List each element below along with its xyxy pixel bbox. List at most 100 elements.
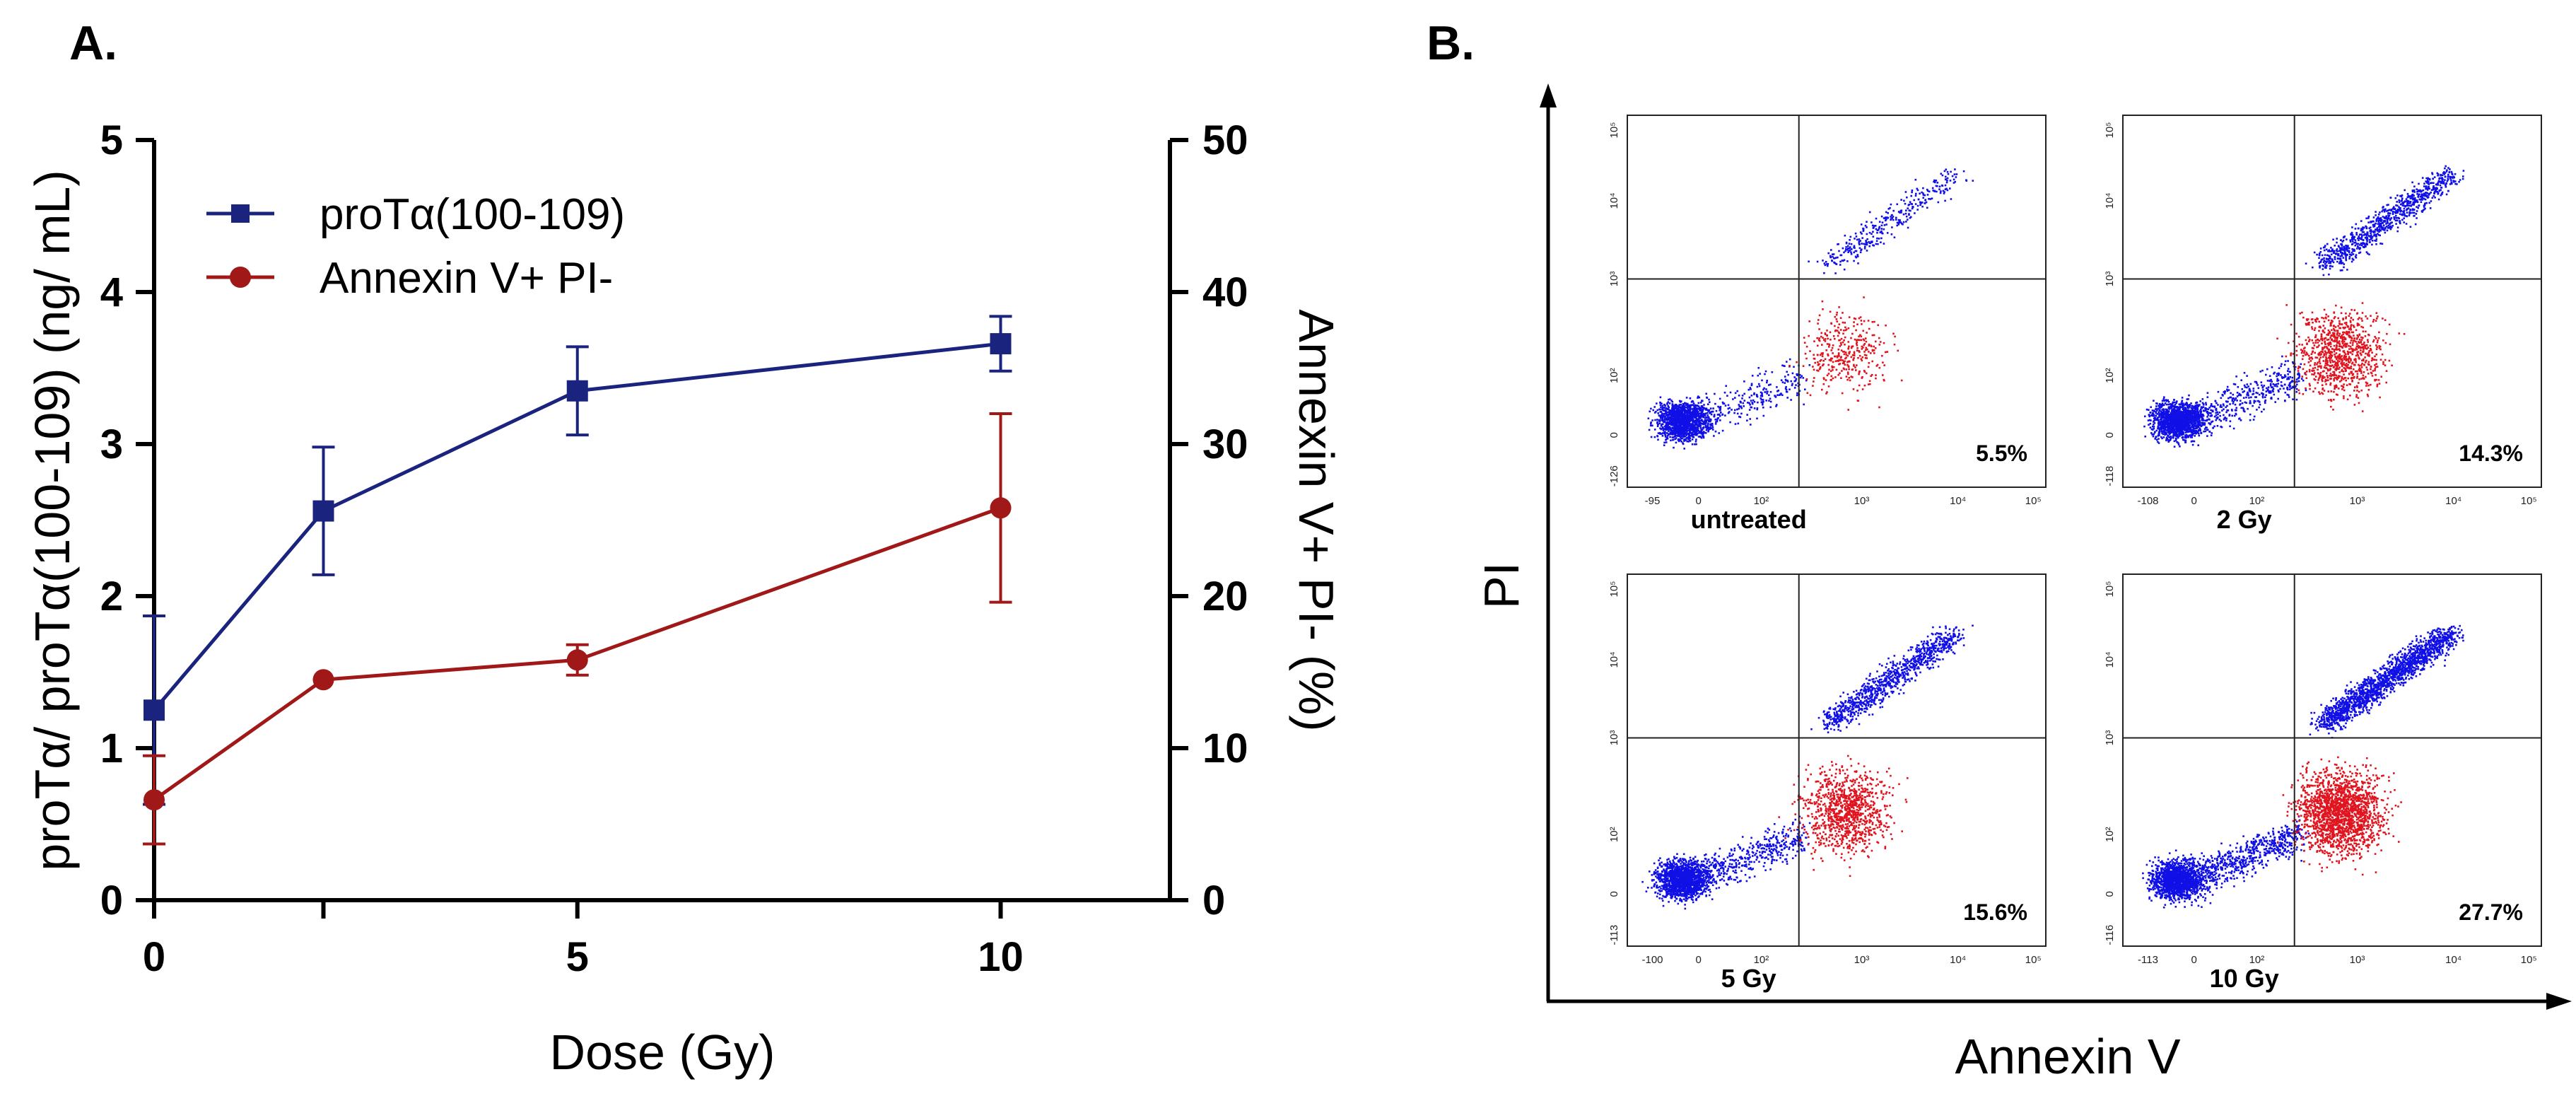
event-dot: [1859, 316, 1862, 318]
event-dot: [2302, 393, 2305, 395]
event-dot: [2191, 434, 2194, 436]
event-dot: [2167, 424, 2170, 426]
event-dot: [2337, 325, 2339, 327]
event-dot: [2355, 341, 2358, 343]
event-dot: [2229, 425, 2231, 428]
event-dot: [1905, 221, 1907, 223]
event-dot: [1671, 403, 1674, 405]
event-dot: [1665, 407, 1668, 410]
event-dot: [2152, 429, 2154, 431]
event-dot: [1702, 413, 1705, 415]
event-dot: [1673, 420, 1675, 422]
event-dot: [1839, 339, 1842, 342]
event-dot: [2288, 385, 2291, 388]
event-dot: [2360, 346, 2362, 349]
event-dot: [2144, 415, 2146, 418]
event-dot: [2182, 416, 2184, 419]
event-dot: [1873, 245, 1875, 247]
event-dot: [1830, 322, 1833, 325]
event-dot: [2165, 432, 2167, 434]
event-dot: [1847, 341, 1850, 343]
event-dot: [1674, 433, 1677, 436]
event-dot: [2331, 364, 2334, 366]
event-dot: [2290, 352, 2293, 354]
event-dot: [1853, 251, 1855, 254]
event-dot: [1667, 424, 1669, 426]
event-dot: [1704, 413, 1706, 416]
event-dot: [1953, 173, 1956, 175]
event-dot: [2239, 417, 2241, 419]
event-dot: [1928, 198, 1930, 200]
event-dot: [1840, 377, 1842, 379]
event-dot: [2187, 419, 2189, 421]
event-dot: [2265, 394, 2267, 397]
event-dot: [1706, 424, 1709, 426]
event-dot: [2232, 427, 2235, 430]
event-dot: [1673, 430, 1676, 432]
event-dot: [1908, 203, 1911, 206]
event-dot: [1856, 390, 1858, 392]
event-dot: [2176, 421, 2178, 423]
event-dot: [1844, 326, 1846, 329]
event-dot: [1781, 381, 1784, 383]
event-dot: [1891, 226, 1893, 228]
event-dot: [1721, 429, 1724, 432]
event-dot: [2170, 436, 2172, 438]
event-dot: [2158, 416, 2160, 419]
event-dot: [1760, 395, 1762, 397]
event-dot: [1671, 404, 1674, 407]
event-dot: [1785, 385, 1787, 388]
event-dot: [1769, 383, 1772, 386]
event-dot: [1678, 432, 1681, 435]
event-dot: [2334, 339, 2336, 342]
event-dot: [1766, 381, 1768, 384]
event-dot: [1909, 216, 1911, 219]
event-dot: [1858, 238, 1861, 240]
event-dot: [2194, 421, 2196, 424]
event-dot: [1905, 209, 1907, 211]
event-dot: [2330, 365, 2332, 367]
event-dot: [1788, 358, 1791, 361]
event-dot: [1873, 334, 1875, 337]
event-dot: [2358, 390, 2360, 393]
event-dot: [1664, 415, 1667, 418]
event-dot: [1890, 214, 1893, 216]
event-dot: [1718, 432, 1720, 434]
event-dot: [1780, 379, 1783, 381]
event-dot: [1668, 414, 1670, 416]
event-dot: [2334, 348, 2336, 351]
event-dot: [1711, 429, 1714, 431]
event-dot: [1657, 424, 1659, 426]
event-dot: [2350, 308, 2353, 311]
event-dot: [2272, 383, 2275, 385]
event-dot: [1821, 388, 1823, 391]
event-dot: [1765, 388, 1767, 390]
event-dot: [2353, 390, 2355, 392]
event-dot: [1663, 421, 1665, 424]
event-dot: [2295, 332, 2297, 335]
event-dot: [2184, 414, 2187, 416]
event-dot: [2385, 370, 2388, 372]
event-dot: [1851, 345, 1854, 347]
event-dot: [1673, 422, 1676, 424]
event-dot: [2338, 388, 2340, 390]
event-dot: [2191, 436, 2193, 438]
event-dot: [2269, 390, 2272, 392]
event-dot: [2284, 391, 2287, 394]
event-dot: [1699, 426, 1702, 429]
event-dot: [2307, 361, 2310, 363]
event-dot: [2382, 361, 2384, 363]
annexin-axis-title: Annexin V: [1955, 1029, 2180, 1084]
event-dot: [1736, 408, 1738, 411]
event-dot: [1661, 423, 1664, 426]
event-dot: [2217, 416, 2219, 419]
event-dot: [1842, 367, 1845, 370]
event-dot: [1894, 335, 1896, 338]
event-dot: [1856, 254, 1858, 256]
event-dot: [2276, 380, 2278, 382]
event-dot: [2234, 409, 2237, 412]
event-dot: [2161, 427, 2163, 430]
event-dot: [2319, 392, 2321, 395]
event-dot: [1817, 370, 1820, 372]
event-dot: [2185, 428, 2188, 430]
